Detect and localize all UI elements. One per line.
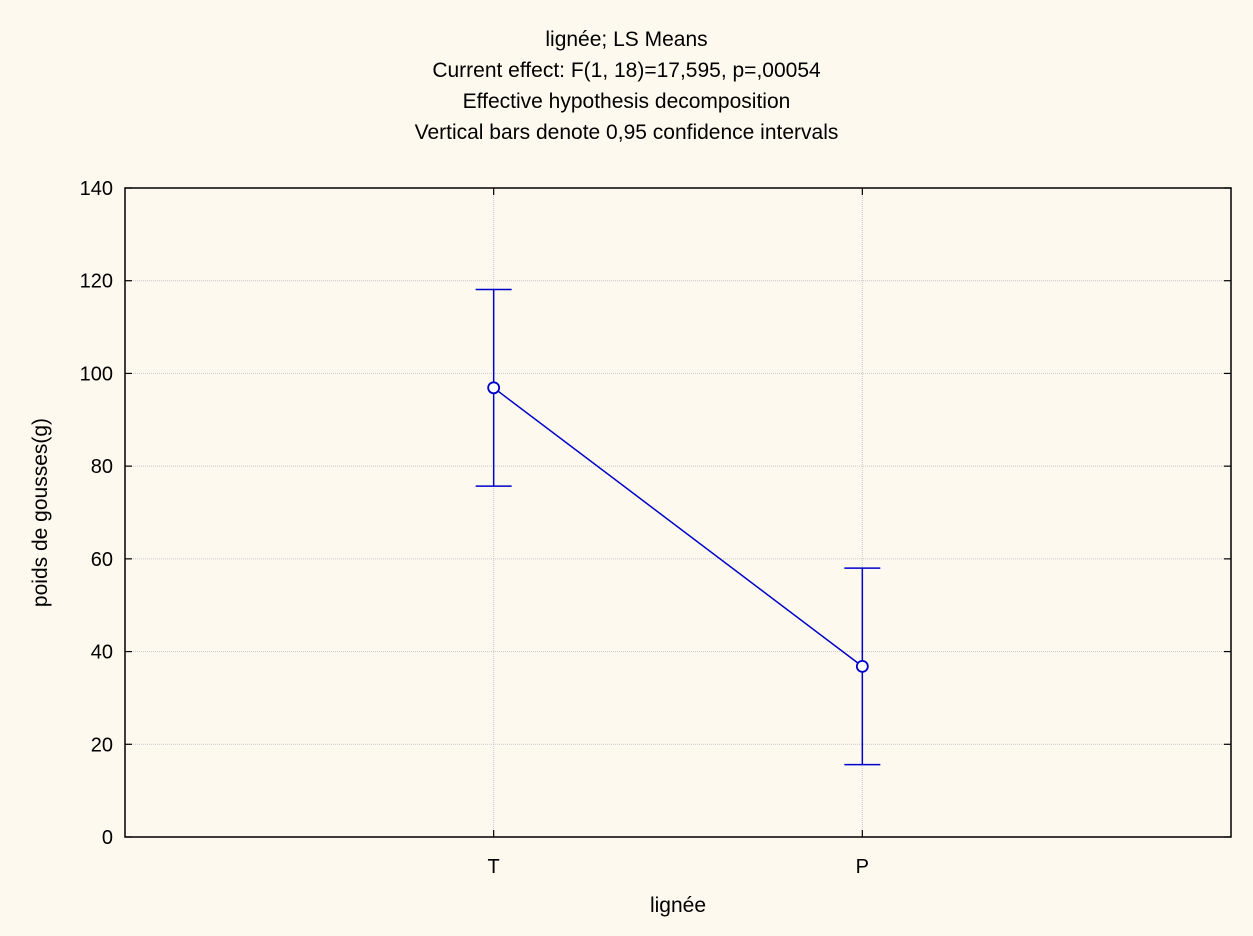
y-tick-label-0: 0 xyxy=(102,827,113,849)
series-line-0 xyxy=(493,387,863,668)
x-axis-label: lignée xyxy=(650,894,706,917)
chart-title-block: lignée; LS Means Current effect: F(1, 18… xyxy=(0,24,1253,148)
plot-frame xyxy=(124,187,1232,838)
y-tick-label-140: 140 xyxy=(80,178,113,200)
y-tick-label-20: 20 xyxy=(91,734,113,756)
x-tick-label-T: T xyxy=(488,856,500,878)
y-tick-label-100: 100 xyxy=(80,363,113,385)
series-layer xyxy=(475,288,881,766)
y-tick-label-80: 80 xyxy=(91,456,113,478)
grid-layer xyxy=(125,188,1231,837)
y-tick-label-40: 40 xyxy=(91,642,113,664)
chart-subtitle-ci-note: Vertical bars denote 0,95 confidence int… xyxy=(414,121,839,144)
chart-title: lignée; LS Means xyxy=(545,28,708,51)
y-tick-label-120: 120 xyxy=(80,271,113,293)
data-point-P xyxy=(855,660,869,673)
chart-subtitle-effect: Current effect: F(1, 18)=17,595, p=,0005… xyxy=(432,59,821,82)
y-tick-label-60: 60 xyxy=(91,549,113,571)
y-axis-label: poids de gousses(g) xyxy=(29,418,52,607)
x-tick-label-P: P xyxy=(856,856,869,878)
ticks-layer: 0 20 40 60 80 100 120 140 T P xyxy=(80,178,1231,878)
chart-subtitle-decomposition: Effective hypothesis decomposition xyxy=(462,90,791,113)
data-point-T xyxy=(487,381,501,395)
